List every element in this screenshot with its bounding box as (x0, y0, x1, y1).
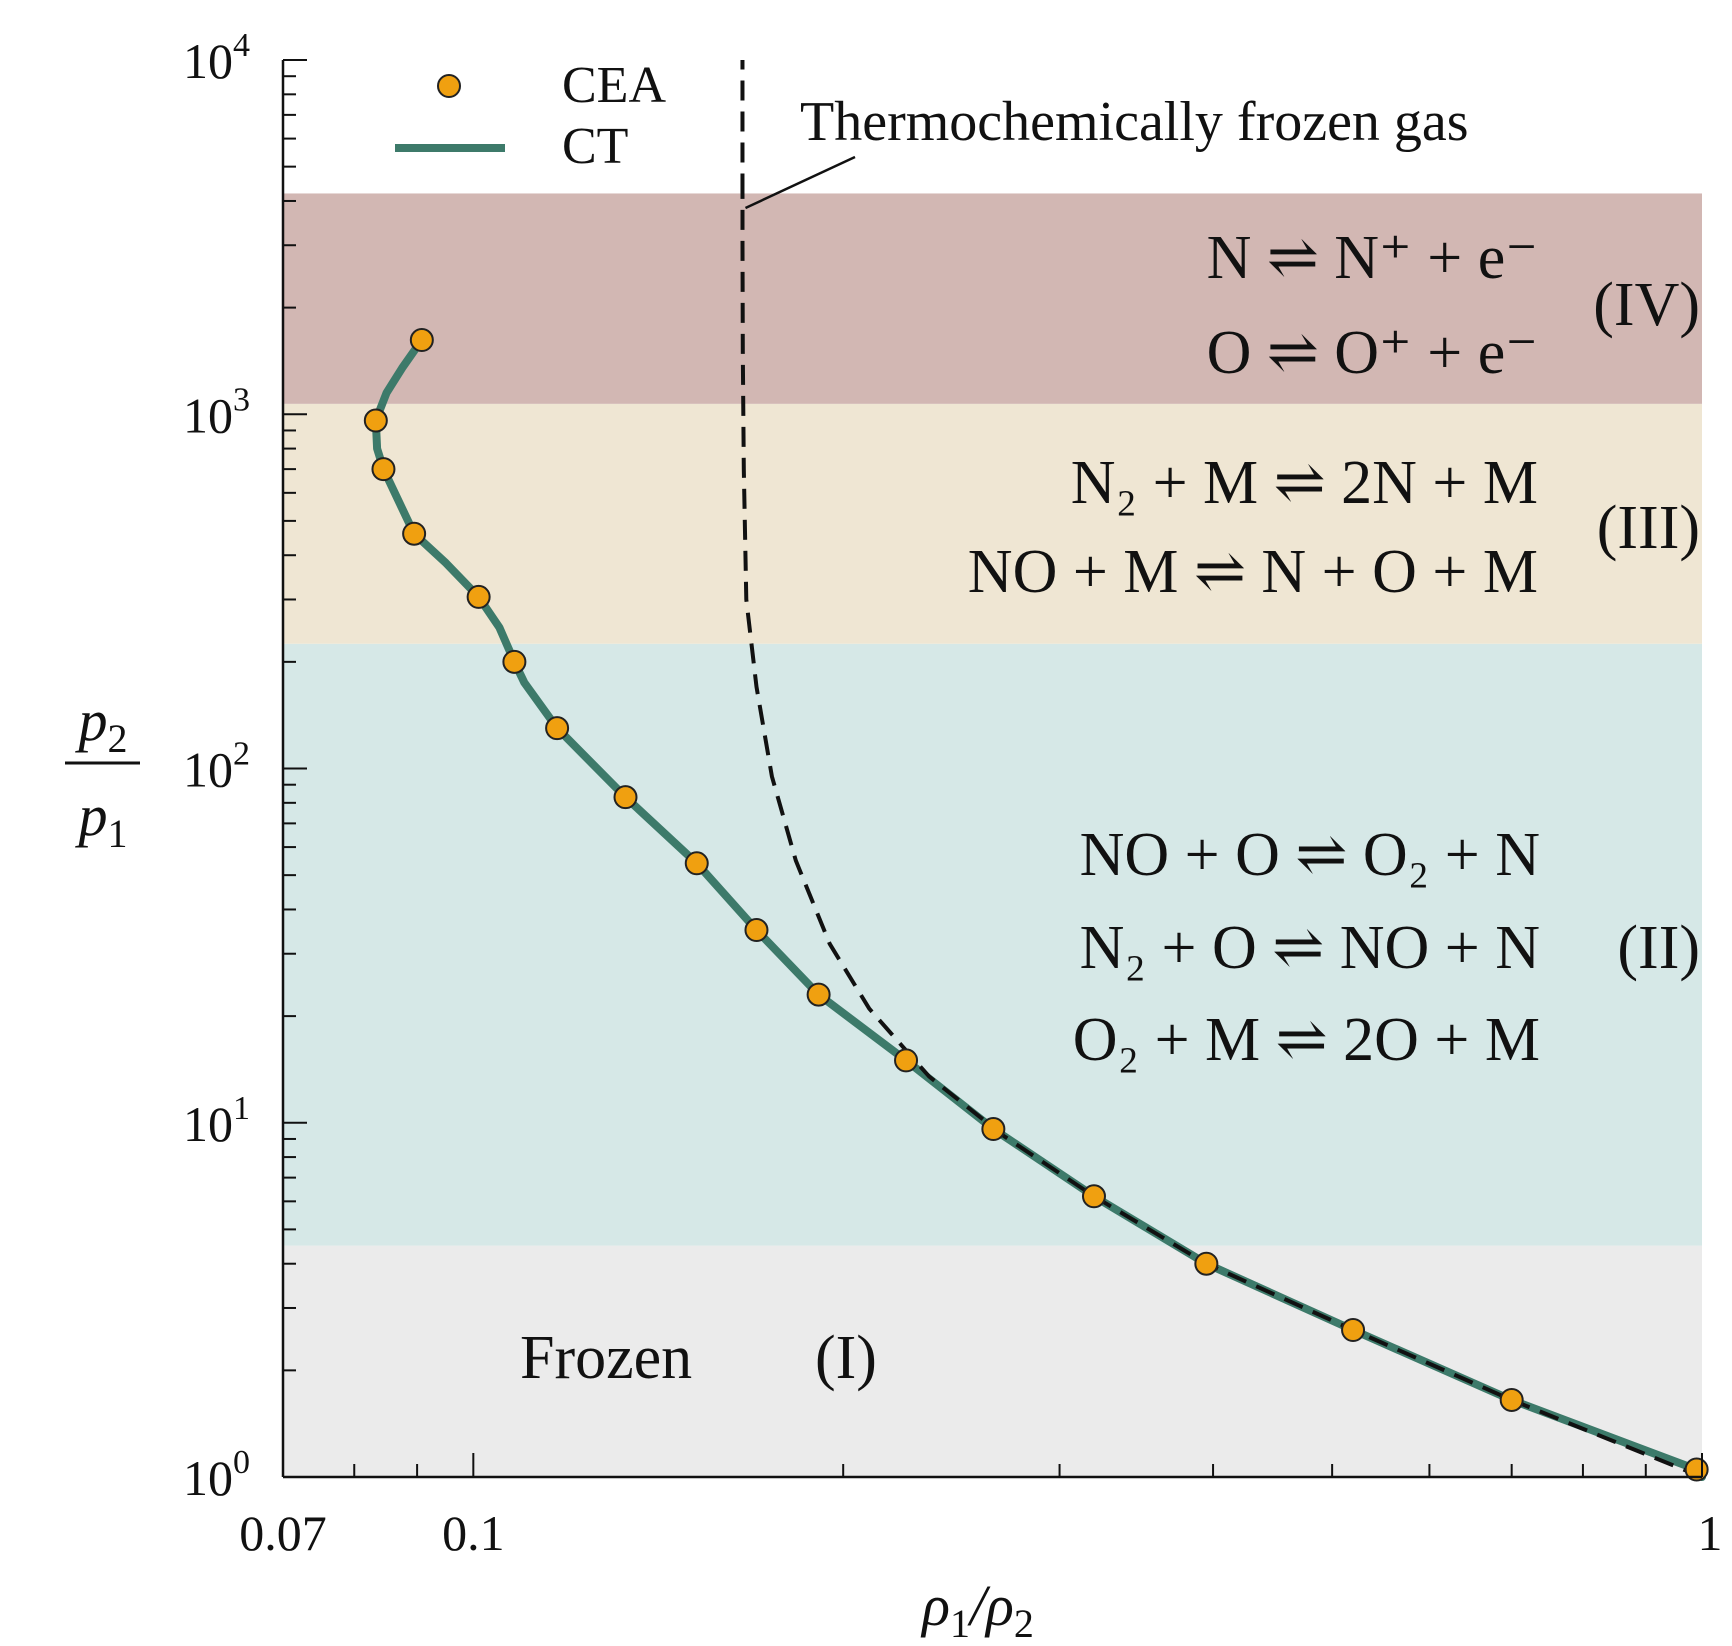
legend-cea-marker (437, 74, 461, 98)
cea-point (402, 521, 427, 546)
y-axis-title-numerator: p2 (75, 688, 128, 761)
y-tick-label: 104 (183, 27, 250, 89)
cea-point (684, 851, 709, 876)
x-axis-title: ρ1/ρ2 (920, 1573, 1034, 1646)
cea-point (371, 457, 396, 482)
legend-ct-label: CT (562, 118, 628, 175)
annotation-label: Thermochemically frozen gas (800, 91, 1469, 153)
annotation-pointer (744, 155, 856, 210)
cea-point (894, 1048, 919, 1073)
legend-cea-label: CEA (562, 57, 666, 114)
cea-point (744, 918, 769, 943)
region-1-label: (I) (815, 1324, 877, 1392)
region-band-2 (283, 643, 1702, 1246)
tick-labels-layer: 100 101 102 103 104 0.07 0.1 1 (183, 27, 1723, 1561)
y-tick-label: 103 (183, 381, 250, 443)
x-tick-label: 1 (1698, 1505, 1723, 1561)
region-band-4 (283, 193, 1702, 404)
axes-layer (281, 59, 1703, 1479)
region-2-reaction-2: N₂ + O ⇌ NO + N (1080, 914, 1540, 982)
cea-point (806, 982, 831, 1007)
region-4-reaction-2: O ⇌ O⁺ + e⁻ (1207, 319, 1538, 387)
y-axis-title-denominator: p1 (75, 783, 128, 856)
region-labels-layer: Frozen (I) NO + O ⇌ O₂ + N N₂ + O ⇌ NO + N O… (520, 224, 1700, 1392)
cea-point (1341, 1317, 1366, 1342)
cea-point (545, 716, 570, 741)
y-tick-label: 101 (183, 1090, 250, 1152)
cea-point (613, 785, 638, 810)
region-2-label: (II) (1617, 914, 1700, 982)
cea-point (1081, 1184, 1106, 1209)
region-3-reaction-1: N₂ + M ⇌ 2N + M (1071, 449, 1538, 517)
y-tick-label: 100 (183, 1444, 250, 1506)
cea-point (1194, 1251, 1219, 1276)
x-tick-label: 0.07 (239, 1505, 327, 1561)
region-4-reaction-1: N ⇌ N⁺ + e⁻ (1207, 224, 1538, 292)
region-3-reaction-2: NO + M ⇌ N + O + M (968, 538, 1538, 606)
region-1-text: Frozen (520, 1324, 692, 1392)
annotation: Thermochemically frozen gas (740, 60, 1469, 210)
region-band-1 (283, 1245, 1702, 1477)
cea-point (1499, 1387, 1524, 1412)
cea-point (466, 584, 491, 609)
cea-point (981, 1117, 1006, 1142)
region-3-label: (III) (1597, 494, 1700, 562)
y-tick-label: 102 (183, 736, 250, 798)
cea-point (409, 328, 434, 353)
regions-layer (283, 193, 1702, 1477)
region-2-reaction-1: NO + O ⇌ O₂ + N (1080, 821, 1540, 889)
region-2-reaction-3: O₂ + M ⇌ 2O + M (1073, 1006, 1540, 1074)
cea-point (502, 649, 527, 674)
region-4-label: (IV) (1593, 271, 1700, 339)
cea-point (363, 408, 388, 433)
frozen-gas-dashed-line (740, 193, 1703, 1479)
region-band-3 (283, 403, 1702, 644)
x-tick-label: 0.1 (442, 1505, 505, 1561)
